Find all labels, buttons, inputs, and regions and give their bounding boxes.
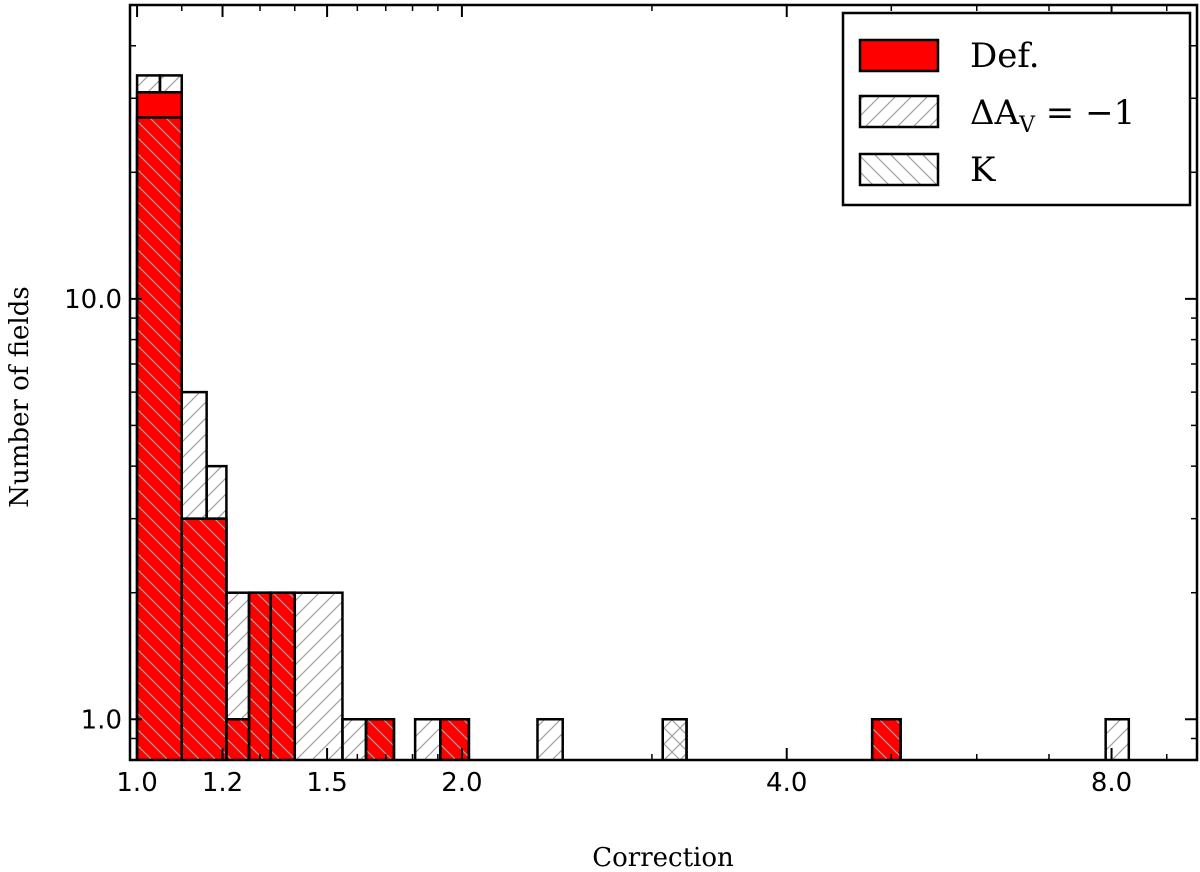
bar-k: [269, 591, 297, 760]
x-tick-label: 1.0: [116, 768, 157, 798]
bar-k: [870, 718, 902, 760]
bar-delta-av: [293, 591, 344, 760]
bar-k: [180, 517, 228, 760]
bar-k: [364, 718, 396, 760]
y-axis-title: Number of fields: [5, 286, 35, 507]
bar-k: [225, 718, 251, 760]
x-tick-label: 2.0: [441, 768, 482, 798]
series-k: [135, 116, 902, 760]
bar-k: [661, 718, 688, 760]
legend-label-def: Def.: [970, 36, 1040, 76]
y-tick-label: 1.0: [81, 705, 122, 735]
plot-area: [135, 74, 1131, 760]
legend-label-k: K: [970, 150, 996, 190]
x-tick-label: 8.0: [1091, 768, 1132, 798]
bar-delta-av: [341, 718, 368, 760]
axis-tick-labels: 1.0 1.2 1.5 2.0 4.0 8.0 1.0 10.0: [64, 285, 1132, 798]
legend-label-delta-av-subscript: V: [1018, 113, 1036, 138]
x-axis-title: Correction: [592, 843, 734, 872]
bar-k: [247, 591, 272, 760]
plot-frame: [128, 3, 1199, 762]
bar-k: [439, 718, 471, 760]
legend-label-delta-av: ΔAV = −1: [970, 93, 1135, 138]
y-tick-label: 10.0: [64, 285, 122, 315]
x-tick-label: 1.5: [306, 768, 347, 798]
legend-label-delta-av-tail: = −1: [1035, 93, 1135, 133]
legend-label-delta-av-main: ΔA: [970, 93, 1020, 133]
bar-k: [135, 116, 183, 760]
legend-swatch-def: [858, 38, 940, 73]
legend-swatch-delta-av: [858, 94, 940, 129]
axis-ticks: [130, 5, 1197, 760]
legend-swatch-k: [858, 152, 940, 187]
bar-delta-av: [1104, 718, 1131, 760]
legend: Def. ΔAV = −1 K: [841, 11, 1192, 207]
x-tick-label: 1.2: [202, 768, 243, 798]
x-tick-label: 4.0: [766, 768, 807, 798]
bar-delta-av: [536, 718, 564, 760]
bar-delta-av: [413, 718, 442, 760]
